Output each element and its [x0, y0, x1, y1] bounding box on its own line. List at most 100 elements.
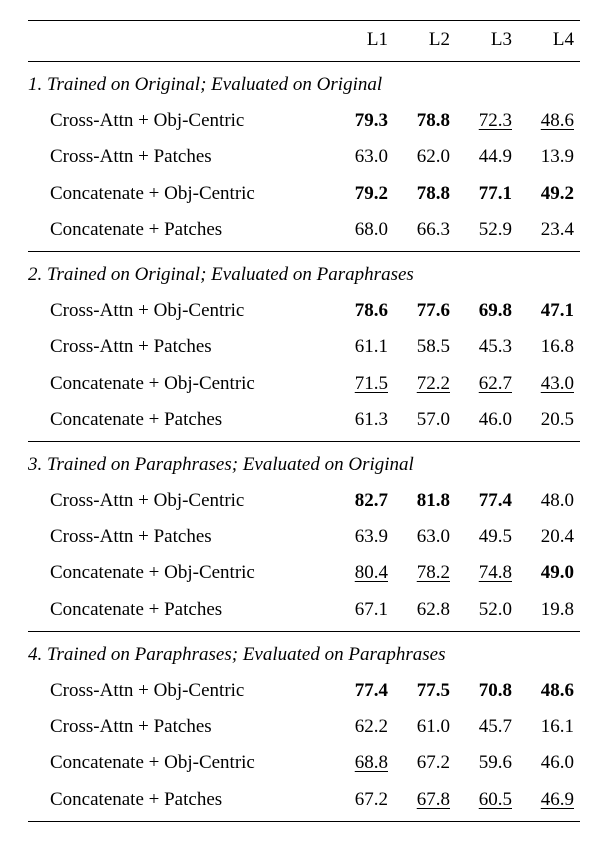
cell-value: 48.0	[518, 483, 580, 519]
cell-value: 20.5	[518, 402, 580, 442]
cell-value: 16.8	[518, 329, 580, 365]
cell-value: 46.0	[518, 745, 580, 781]
row-label: Cross-Attn + Patches	[28, 329, 332, 365]
cell-value: 59.6	[456, 745, 518, 781]
cell-value: 61.1	[332, 329, 394, 365]
cell-value: 78.8	[394, 176, 456, 212]
cell-value: 77.1	[456, 176, 518, 212]
cell-value: 67.8	[394, 782, 456, 822]
cell-value: 60.5	[456, 782, 518, 822]
row-label: Concatenate + Obj-Centric	[28, 745, 332, 781]
section-title: 1. Trained on Original; Evaluated on Ori…	[28, 62, 580, 103]
table-row: Cross-Attn + Obj-Centric79.378.872.348.6	[28, 103, 580, 139]
cell-value: 82.7	[332, 483, 394, 519]
table-row: Cross-Attn + Obj-Centric77.477.570.848.6	[28, 673, 580, 709]
cell-value: 19.8	[518, 592, 580, 632]
row-label: Concatenate + Patches	[28, 212, 332, 252]
cell-value: 48.6	[518, 673, 580, 709]
cell-value: 20.4	[518, 519, 580, 555]
cell-value: 13.9	[518, 139, 580, 175]
cell-value: 72.3	[456, 103, 518, 139]
cell-value: 68.0	[332, 212, 394, 252]
table-row: Concatenate + Obj-Centric71.572.262.743.…	[28, 366, 580, 402]
cell-value: 23.4	[518, 212, 580, 252]
cell-value: 47.1	[518, 293, 580, 329]
row-label: Cross-Attn + Obj-Centric	[28, 673, 332, 709]
cell-value: 69.8	[456, 293, 518, 329]
header-l2: L2	[394, 21, 456, 62]
cell-value: 52.9	[456, 212, 518, 252]
section-header: 4. Trained on Paraphrases; Evaluated on …	[28, 632, 580, 673]
table-body: 1. Trained on Original; Evaluated on Ori…	[28, 62, 580, 822]
table-row: Cross-Attn + Patches63.963.049.520.4	[28, 519, 580, 555]
table-row: Concatenate + Obj-Centric68.867.259.646.…	[28, 745, 580, 781]
cell-value: 68.8	[332, 745, 394, 781]
table-row: Concatenate + Obj-Centric79.278.877.149.…	[28, 176, 580, 212]
cell-value: 46.0	[456, 402, 518, 442]
cell-value: 79.2	[332, 176, 394, 212]
cell-value: 48.6	[518, 103, 580, 139]
cell-value: 78.2	[394, 555, 456, 591]
table-row: Cross-Attn + Obj-Centric78.677.669.847.1	[28, 293, 580, 329]
cell-value: 62.8	[394, 592, 456, 632]
cell-value: 62.2	[332, 709, 394, 745]
table-row: Cross-Attn + Patches62.261.045.716.1	[28, 709, 580, 745]
header-row: L1 L2 L3 L4	[28, 21, 580, 62]
table-row: Concatenate + Obj-Centric80.478.274.849.…	[28, 555, 580, 591]
cell-value: 77.6	[394, 293, 456, 329]
cell-value: 45.7	[456, 709, 518, 745]
cell-value: 78.6	[332, 293, 394, 329]
header-l1: L1	[332, 21, 394, 62]
row-label: Cross-Attn + Obj-Centric	[28, 483, 332, 519]
row-label: Concatenate + Obj-Centric	[28, 176, 332, 212]
cell-value: 71.5	[332, 366, 394, 402]
row-label: Concatenate + Patches	[28, 402, 332, 442]
cell-value: 80.4	[332, 555, 394, 591]
cell-value: 70.8	[456, 673, 518, 709]
row-label: Concatenate + Obj-Centric	[28, 366, 332, 402]
cell-value: 67.1	[332, 592, 394, 632]
row-label: Cross-Attn + Patches	[28, 519, 332, 555]
row-label: Cross-Attn + Patches	[28, 139, 332, 175]
table-row: Concatenate + Patches68.066.352.923.4	[28, 212, 580, 252]
cell-value: 74.8	[456, 555, 518, 591]
table-row: Cross-Attn + Obj-Centric82.781.877.448.0	[28, 483, 580, 519]
cell-value: 81.8	[394, 483, 456, 519]
cell-value: 16.1	[518, 709, 580, 745]
row-label: Cross-Attn + Obj-Centric	[28, 103, 332, 139]
section-title: 4. Trained on Paraphrases; Evaluated on …	[28, 632, 580, 673]
table-row: Concatenate + Patches67.162.852.019.8	[28, 592, 580, 632]
row-label: Cross-Attn + Patches	[28, 709, 332, 745]
section-header: 3. Trained on Paraphrases; Evaluated on …	[28, 442, 580, 483]
cell-value: 52.0	[456, 592, 518, 632]
cell-value: 77.4	[332, 673, 394, 709]
row-label: Cross-Attn + Obj-Centric	[28, 293, 332, 329]
cell-value: 45.3	[456, 329, 518, 365]
cell-value: 79.3	[332, 103, 394, 139]
table-row: Cross-Attn + Patches61.158.545.316.8	[28, 329, 580, 365]
row-label: Concatenate + Obj-Centric	[28, 555, 332, 591]
row-label: Concatenate + Patches	[28, 782, 332, 822]
section-title: 3. Trained on Paraphrases; Evaluated on …	[28, 442, 580, 483]
cell-value: 43.0	[518, 366, 580, 402]
table-row: Cross-Attn + Patches63.062.044.913.9	[28, 139, 580, 175]
cell-value: 46.9	[518, 782, 580, 822]
header-l4: L4	[518, 21, 580, 62]
table-row: Concatenate + Patches67.267.860.546.9	[28, 782, 580, 822]
cell-value: 61.0	[394, 709, 456, 745]
cell-value: 78.8	[394, 103, 456, 139]
cell-value: 49.0	[518, 555, 580, 591]
cell-value: 62.0	[394, 139, 456, 175]
cell-value: 57.0	[394, 402, 456, 442]
cell-value: 67.2	[332, 782, 394, 822]
section-header: 1. Trained on Original; Evaluated on Ori…	[28, 62, 580, 103]
cell-value: 72.2	[394, 366, 456, 402]
cell-value: 61.3	[332, 402, 394, 442]
cell-value: 63.0	[394, 519, 456, 555]
table-row: Concatenate + Patches61.357.046.020.5	[28, 402, 580, 442]
section-title: 2. Trained on Original; Evaluated on Par…	[28, 252, 580, 293]
cell-value: 49.2	[518, 176, 580, 212]
results-table: L1 L2 L3 L4 1. Trained on Original; Eval…	[28, 20, 580, 822]
section-header: 2. Trained on Original; Evaluated on Par…	[28, 252, 580, 293]
cell-value: 63.0	[332, 139, 394, 175]
